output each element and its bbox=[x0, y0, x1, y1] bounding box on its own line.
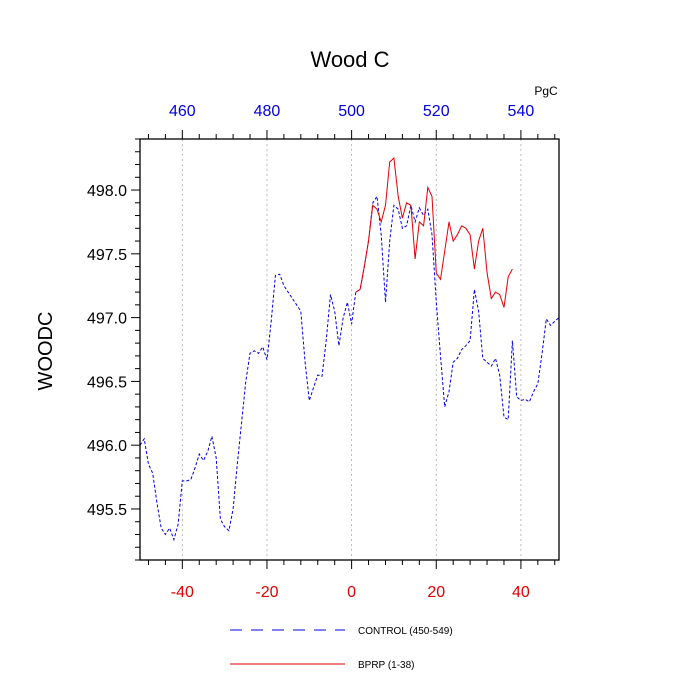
series-group bbox=[139, 157, 560, 542]
top-tick-label: 460 bbox=[169, 103, 196, 120]
y-tick-label: 497.5 bbox=[87, 247, 127, 264]
chart-title: Wood C bbox=[310, 47, 389, 72]
top-tick-label: 540 bbox=[508, 103, 535, 120]
y-tick-label: 496.0 bbox=[87, 438, 127, 455]
series-line-bprp bbox=[355, 157, 513, 308]
legend-label-bprp: BPRP (1-38) bbox=[358, 660, 415, 671]
y-axis-label: WOODC bbox=[35, 312, 57, 391]
top-tick-label: 480 bbox=[254, 103, 281, 120]
legend: CONTROL (450-549) BPRP (1-38) bbox=[230, 626, 453, 671]
y-tick-label: 495.5 bbox=[87, 502, 127, 519]
units-label: PgC bbox=[534, 84, 558, 98]
top-tick-label: 520 bbox=[423, 103, 450, 120]
bottom-tick-label: 0 bbox=[347, 584, 356, 601]
grid-lines bbox=[181, 139, 522, 560]
y-tick-label: 498.0 bbox=[87, 183, 127, 200]
series-line-control bbox=[139, 194, 560, 542]
bottom-tick-label: -40 bbox=[171, 584, 194, 601]
bottom-tick-label: 40 bbox=[512, 584, 530, 601]
legend-label-control: CONTROL (450-549) bbox=[358, 626, 453, 637]
bottom-tick-label: -20 bbox=[255, 584, 278, 601]
plot-frame bbox=[139, 138, 560, 561]
bottom-tick-label: 20 bbox=[427, 584, 445, 601]
y-tick-label: 496.5 bbox=[87, 374, 127, 391]
axes-group: -40 -20 0 20 40 460 480 500 520 540 495.5 496.0 496.… bbox=[87, 103, 556, 601]
top-tick-label: 500 bbox=[338, 103, 365, 120]
y-tick-label: 497.0 bbox=[87, 311, 127, 328]
